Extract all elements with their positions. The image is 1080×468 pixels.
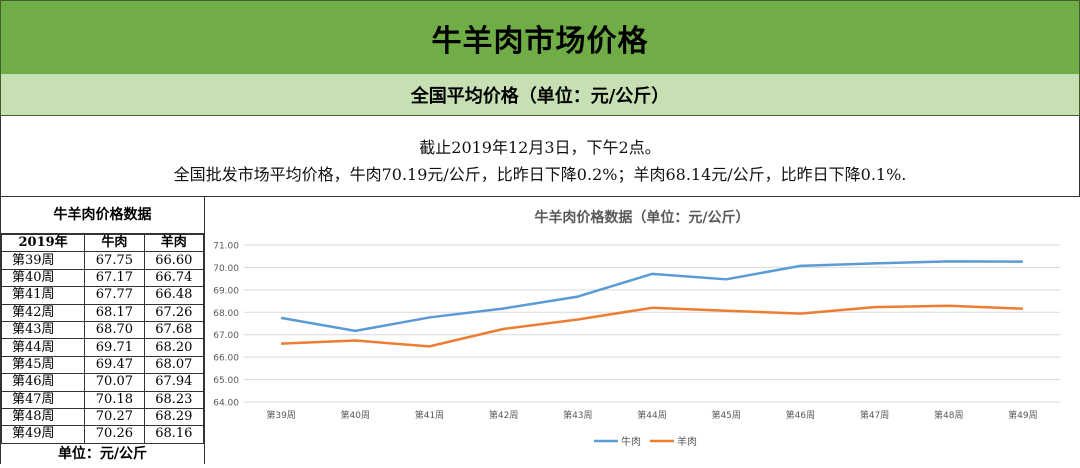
subtitle-bar: 全国平均价格（单位：元/公斤） xyxy=(0,74,1080,116)
info-line-2: 全国批发市场平均价格，牛肉70.19元/公斤，比昨日下降0.2%；羊肉68.14… xyxy=(173,165,907,184)
chart-panel: 牛羊肉价格数据（单位：元/公斤） 64.00 65.00 66.00 67.00 68.0… xyxy=(204,197,1080,464)
cell-beef: 67.77 xyxy=(84,286,145,305)
cell-week: 第48周 xyxy=(0,407,86,427)
cell-mutton: 66.60 xyxy=(143,251,205,270)
x-tick-label: 第47周 xyxy=(860,409,889,421)
table-row: 第39周 67.75 66.60 xyxy=(0,251,205,270)
table-row: 第47周 70.18 68.23 xyxy=(0,390,205,409)
cell-week: 第47周 xyxy=(0,390,86,409)
cell-week: 第41周 xyxy=(0,286,86,305)
price-table-panel: 牛羊肉价格数据 2019年 牛肉 羊肉 第39周 67.75 66.60 第40周 67… xyxy=(0,197,205,464)
table-row: 第42周 68.17 67.26 xyxy=(0,303,205,322)
table-header-row: 2019年 牛肉 羊肉 xyxy=(0,233,205,253)
cell-mutton: 67.26 xyxy=(143,303,205,322)
y-tick-label: 64.00 xyxy=(213,399,239,409)
title-bar: 牛羊肉市场价格 xyxy=(0,0,1080,75)
table-row: 第41周 67.77 66.48 xyxy=(0,286,205,305)
cell-mutton: 68.16 xyxy=(143,425,205,444)
header-beef: 牛肉 xyxy=(84,233,145,253)
info-panel: 截止2019年12月3日，下午2点。 全国批发市场平均价格，牛肉70.19元/公… xyxy=(0,116,1080,197)
cell-week: 第42周 xyxy=(0,303,86,322)
cell-week: 第46周 xyxy=(0,373,86,392)
page-subtitle: 全国平均价格（单位：元/公斤） xyxy=(410,85,670,107)
x-tick-label: 第45周 xyxy=(711,409,740,421)
y-tick-label: 68.00 xyxy=(213,309,239,319)
cell-beef: 70.26 xyxy=(84,425,145,444)
header-year: 2019年 xyxy=(0,233,86,253)
table-row: 第48周 70.27 68.29 xyxy=(0,407,205,427)
cell-beef: 70.18 xyxy=(84,390,145,409)
cell-beef: 67.17 xyxy=(84,268,145,288)
table-row: 第43周 68.70 67.68 xyxy=(0,320,205,340)
header-mutton: 羊肉 xyxy=(143,233,205,253)
cell-beef: 68.70 xyxy=(84,320,145,340)
cell-mutton: 66.48 xyxy=(143,286,205,305)
y-tick-label: 65.00 xyxy=(213,376,239,386)
cell-mutton: 68.07 xyxy=(143,355,205,375)
cell-beef: 69.47 xyxy=(84,355,145,375)
cell-mutton: 66.74 xyxy=(143,268,205,288)
x-tick-label: 第40周 xyxy=(341,409,370,421)
y-tick-label: 70.00 xyxy=(213,264,239,274)
table-title: 牛羊肉价格数据 xyxy=(1,197,204,234)
cell-week: 第45周 xyxy=(0,355,86,375)
x-tick-label: 第48周 xyxy=(934,409,963,421)
table-row: 第40周 67.17 66.74 xyxy=(0,268,205,288)
y-tick-label: 69.00 xyxy=(213,286,239,296)
chart-title: 牛羊肉价格数据（单位：元/公斤） xyxy=(534,209,749,226)
cell-week: 第49周 xyxy=(0,425,86,444)
info-line-1: 截止2019年12月3日，下午2点。 xyxy=(419,138,661,157)
cell-mutton: 68.20 xyxy=(143,338,205,357)
x-tick-label: 第49周 xyxy=(1008,409,1037,421)
y-tick-label: 67.00 xyxy=(213,331,239,341)
cell-beef: 70.07 xyxy=(84,373,145,392)
cell-beef: 67.75 xyxy=(84,251,145,270)
y-tick-label: 71.00 xyxy=(213,242,239,252)
x-tick-label: 第43周 xyxy=(563,409,592,421)
table-row: 第49周 70.26 68.16 xyxy=(0,425,205,444)
cell-mutton: 67.68 xyxy=(143,320,205,340)
cell-week: 第40周 xyxy=(0,268,86,288)
cell-week: 第44周 xyxy=(0,338,86,357)
price-table: 2019年 牛肉 羊肉 第39周 67.75 66.60 第40周 67.17 66.74… xyxy=(0,233,205,444)
table-row: 第45周 69.47 68.07 xyxy=(0,355,205,375)
legend-label-1: 羊肉 xyxy=(677,435,697,448)
cell-beef: 68.17 xyxy=(84,303,145,322)
table-row: 第46周 70.07 67.94 xyxy=(0,373,205,392)
table-row: 第44周 69.71 68.20 xyxy=(0,338,205,357)
cell-mutton: 68.23 xyxy=(143,390,205,409)
page-title: 牛羊肉市场价格 xyxy=(431,23,649,59)
x-tick-label: 第44周 xyxy=(637,409,666,421)
x-tick-label: 第39周 xyxy=(266,409,295,421)
x-tick-label: 第46周 xyxy=(786,409,815,421)
cell-mutton: 68.29 xyxy=(143,407,205,427)
line-chart: 牛羊肉价格数据（单位：元/公斤） 64.00 65.00 66.00 67.00 68.0… xyxy=(213,209,1060,448)
cell-mutton: 67.94 xyxy=(143,373,205,392)
legend-label-0: 牛肉 xyxy=(621,435,641,448)
cell-beef: 70.27 xyxy=(84,407,145,427)
series-line-1 xyxy=(281,304,1023,348)
series-line-0 xyxy=(280,260,1023,333)
cell-beef: 69.71 xyxy=(84,338,145,357)
x-tick-label: 第42周 xyxy=(489,409,518,421)
table-unit: 单位：元/公斤 xyxy=(57,445,148,462)
x-tick-label: 第41周 xyxy=(415,409,444,421)
y-tick-label: 66.00 xyxy=(213,354,239,364)
cell-week: 第43周 xyxy=(0,320,86,340)
cell-week: 第39周 xyxy=(0,251,86,270)
